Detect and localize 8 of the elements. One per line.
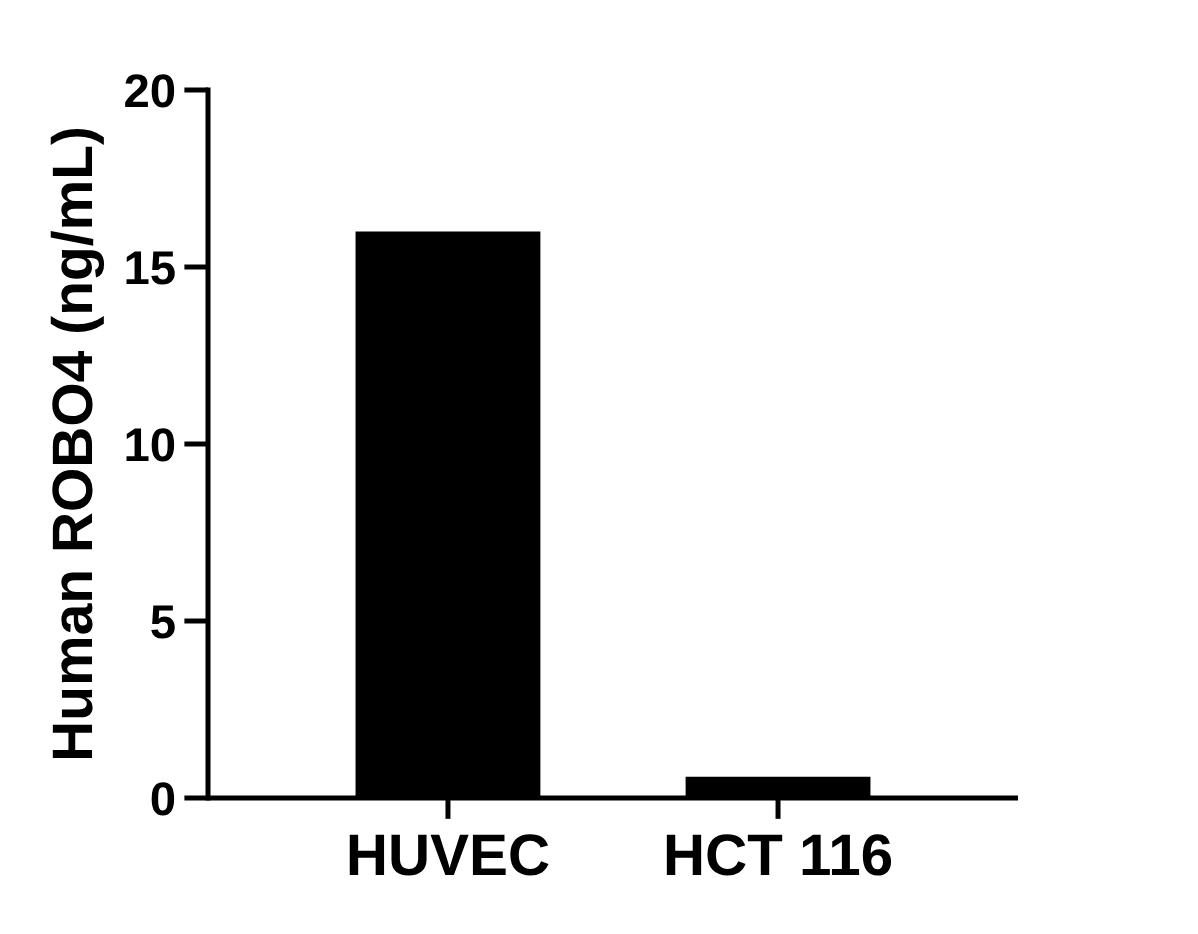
y-tick-label: 15 [126, 251, 175, 285]
x-tick-label: HUVEC [349, 834, 549, 876]
y-tick-label: 0 [151, 782, 175, 816]
x-tick-label: HCT 116 [666, 834, 892, 876]
y-tick-label: 5 [151, 605, 175, 639]
y-tick-label: 20 [125, 74, 175, 108]
y-axis-title: Human ROBO4 (ng/mL) [50, 128, 105, 759]
y-tick-label: 10 [126, 428, 175, 462]
